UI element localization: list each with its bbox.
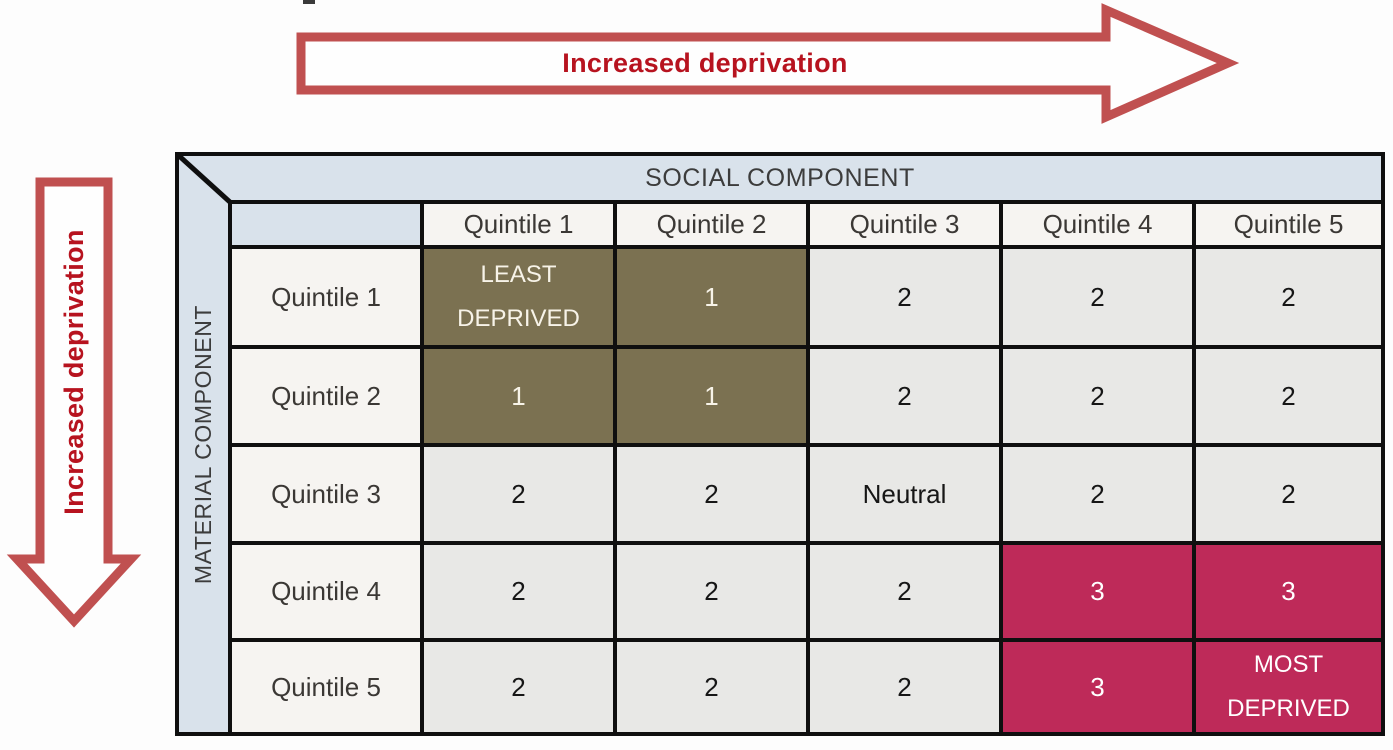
column-header-quintile-3: Quintile 3 bbox=[810, 204, 999, 245]
matrix-grid: Quintile 1 Quintile 2 Quintile 3 Quintil… bbox=[228, 200, 1381, 732]
matrix-cell-r1c4: 2 bbox=[1003, 249, 1192, 345]
column-header-quintile-2: Quintile 2 bbox=[617, 204, 806, 245]
deprivation-matrix: SOCIAL COMPONENT MATERIAL COMPONENT Quin… bbox=[175, 152, 1385, 736]
matrix-cell-r2c3: 2 bbox=[810, 349, 999, 443]
matrix-cell-r5c3: 2 bbox=[810, 642, 999, 732]
row-header-quintile-2: Quintile 2 bbox=[232, 349, 420, 443]
material-component-band: MATERIAL COMPONENT bbox=[179, 156, 228, 732]
matrix-cell-r4c2: 2 bbox=[617, 545, 806, 638]
column-header-quintile-1: Quintile 1 bbox=[424, 204, 613, 245]
row-header-quintile-5: Quintile 5 bbox=[232, 642, 420, 732]
matrix-cell-r5c5: MOST DEPRIVED bbox=[1196, 642, 1381, 732]
matrix-corner-cell bbox=[232, 204, 420, 245]
social-component-label: SOCIAL COMPONENT bbox=[645, 163, 915, 192]
matrix-cell-r2c4: 2 bbox=[1003, 349, 1192, 443]
matrix-cell-r4c3: 2 bbox=[810, 545, 999, 638]
matrix-cell-r4c5: 3 bbox=[1196, 545, 1381, 638]
matrix-cell-r3c2: 2 bbox=[617, 447, 806, 541]
column-header-quintile-4: Quintile 4 bbox=[1003, 204, 1192, 245]
material-component-label: MATERIAL COMPONENT bbox=[190, 304, 216, 584]
matrix-cell-r3c3-neutral: Neutral bbox=[810, 447, 999, 541]
column-header-quintile-5: Quintile 5 bbox=[1196, 204, 1381, 245]
matrix-cell-r5c4: 3 bbox=[1003, 642, 1192, 732]
row-header-quintile-1: Quintile 1 bbox=[232, 249, 420, 345]
matrix-cell-r4c1: 2 bbox=[424, 545, 613, 638]
matrix-cell-r1c2: 1 bbox=[617, 249, 806, 345]
cropped-text-artifact bbox=[303, 0, 315, 4]
row-header-quintile-4: Quintile 4 bbox=[232, 545, 420, 638]
top-arrow-label: Increased deprivation bbox=[562, 48, 848, 78]
social-component-band: SOCIAL COMPONENT bbox=[179, 156, 1381, 200]
matrix-cell-r3c4: 2 bbox=[1003, 447, 1192, 541]
row-header-quintile-3: Quintile 3 bbox=[232, 447, 420, 541]
matrix-cell-r3c1: 2 bbox=[424, 447, 613, 541]
matrix-cell-r4c4: 3 bbox=[1003, 545, 1192, 638]
matrix-cell-r2c1: 1 bbox=[424, 349, 613, 443]
left-arrow-label: Increased deprivation bbox=[58, 229, 89, 515]
matrix-cell-r2c2: 1 bbox=[617, 349, 806, 443]
matrix-cell-r2c5: 2 bbox=[1196, 349, 1381, 443]
matrix-cell-r1c3: 2 bbox=[810, 249, 999, 345]
matrix-cell-r1c5: 2 bbox=[1196, 249, 1381, 345]
matrix-cell-r1c1: LEAST DEPRIVED bbox=[424, 249, 613, 345]
matrix-cell-r3c5: 2 bbox=[1196, 447, 1381, 541]
matrix-cell-r5c2: 2 bbox=[617, 642, 806, 732]
matrix-cell-r5c1: 2 bbox=[424, 642, 613, 732]
